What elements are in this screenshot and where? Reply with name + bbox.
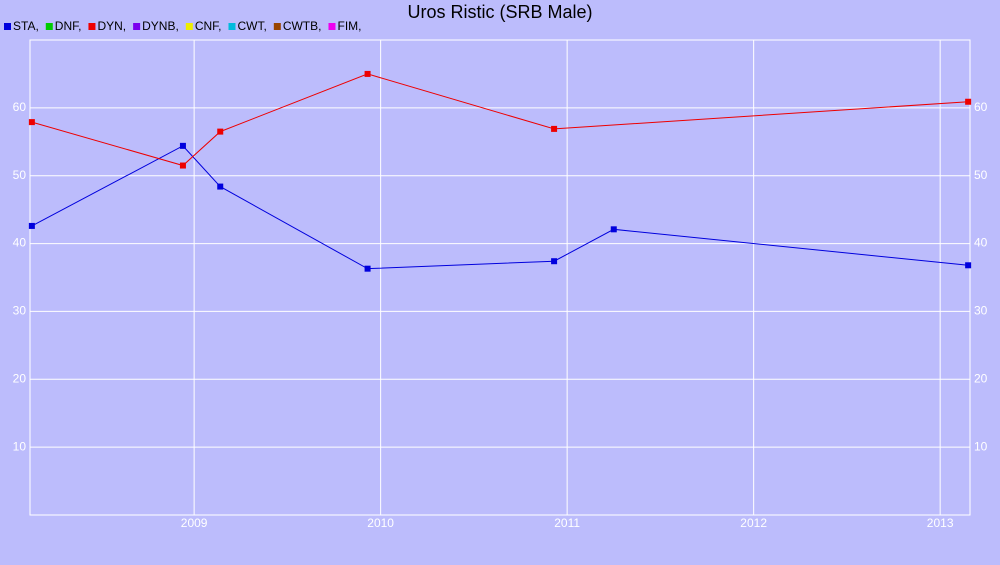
x-tick-label: 2012 xyxy=(740,516,767,530)
legend-swatch xyxy=(88,23,96,30)
legend-label: DNF, xyxy=(55,19,82,33)
legend-swatch xyxy=(185,23,193,30)
series-line xyxy=(31,145,969,270)
y2-tick-label: 60 xyxy=(974,100,988,114)
plot-frame xyxy=(29,39,971,516)
y2-tick-label: 10 xyxy=(974,439,988,453)
data-point xyxy=(551,258,558,265)
legend-label: DYNB, xyxy=(142,19,179,33)
x-tick-label: 2013 xyxy=(927,516,954,530)
data-point xyxy=(217,183,224,190)
y-tick-label: 20 xyxy=(13,371,27,385)
x-tick-label: 2009 xyxy=(181,516,208,530)
data-point xyxy=(179,162,186,169)
chart-title: Uros Ristic (SRB Male) xyxy=(407,2,592,22)
y-tick-label: 30 xyxy=(13,304,27,318)
data-point xyxy=(28,222,35,229)
x-tick-label: 2010 xyxy=(367,516,394,530)
data-point xyxy=(965,262,972,269)
y2-tick-label: 20 xyxy=(974,371,988,385)
y-tick-label: 60 xyxy=(13,100,27,114)
legend-label: STA, xyxy=(13,19,39,33)
data-point xyxy=(965,98,972,105)
legend-swatch xyxy=(228,23,236,30)
y-tick-label: 40 xyxy=(13,236,27,250)
legend-swatch xyxy=(133,23,141,30)
legend-label: CNF, xyxy=(195,19,222,33)
y2-tick-label: 30 xyxy=(974,304,988,318)
y-tick-label: 50 xyxy=(13,168,27,182)
data-point xyxy=(217,128,224,135)
legend-label: CWTB, xyxy=(283,19,322,33)
data-point xyxy=(364,70,371,77)
series-line xyxy=(31,73,969,167)
data-point xyxy=(28,119,35,126)
data-point xyxy=(364,265,371,272)
legend-swatch xyxy=(328,23,336,30)
legend-swatch xyxy=(4,23,11,30)
legend-label: FIM, xyxy=(337,19,361,33)
data-point xyxy=(551,125,558,132)
legend-swatch xyxy=(273,23,281,30)
y2-tick-label: 40 xyxy=(974,236,988,250)
legend-label: CWT, xyxy=(237,19,266,33)
legend-label: DYN, xyxy=(97,19,126,33)
data-point xyxy=(179,142,186,149)
legend-swatch xyxy=(45,23,53,30)
y2-tick-label: 50 xyxy=(974,168,988,182)
data-point xyxy=(610,226,617,233)
x-tick-label: 2011 xyxy=(554,516,580,530)
y-tick-label: 10 xyxy=(13,439,27,453)
